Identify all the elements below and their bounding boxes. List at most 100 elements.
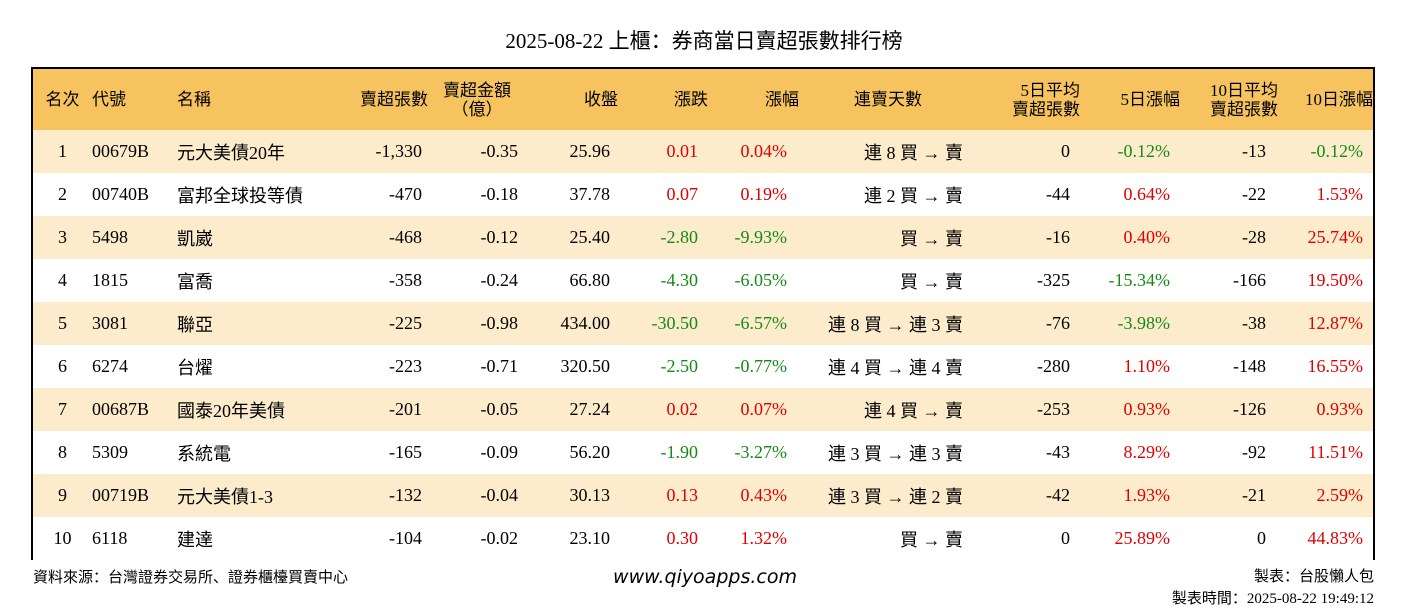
cell-avg10: -92: [1242, 442, 1266, 462]
cell-pct10: -0.12%: [1310, 141, 1364, 161]
cell-name: 凱崴: [177, 228, 213, 249]
cell-change: 0.01: [666, 141, 699, 161]
cell-rank: 10: [53, 528, 72, 548]
cell-change-pct: 1.32%: [740, 528, 788, 548]
cell-close: 56.20: [569, 442, 611, 462]
cell-rank: 3: [58, 227, 67, 247]
cell-pct5: 0.64%: [1123, 184, 1171, 204]
cell-sell-amount: -0.12: [480, 227, 519, 247]
cell-close: 27.24: [569, 399, 611, 419]
table-row: 4 1815 富喬 -358 -0.24 66.80 -4.30 -6.05% 買 → 賣 -32…: [33, 259, 1373, 302]
cell-name: 富邦全球投等債: [177, 185, 303, 206]
cell-pct5: 8.29%: [1123, 442, 1171, 462]
cell-avg5: -253: [1037, 399, 1070, 419]
cell-avg10: -166: [1233, 270, 1266, 290]
cell-change-pct: 0.04%: [740, 141, 788, 161]
cell-avg5: -76: [1046, 313, 1070, 333]
cell-sell-shares: -470: [389, 184, 422, 204]
cell-name: 台燿: [177, 357, 213, 378]
cell-sell-shares: -165: [389, 442, 422, 462]
cell-close: 25.40: [569, 227, 611, 247]
cell-streak: 連 8 買 → 連 3 賣: [828, 314, 963, 335]
cell-pct10: 12.87%: [1307, 313, 1364, 333]
table-row: 1 00679B 元大美債20年 -1,330 -0.35 25.96 0.01 0.04% 連…: [33, 130, 1373, 173]
header-change: 漲跌: [674, 90, 708, 109]
cell-streak: 連 8 買 → 賣: [864, 142, 963, 163]
cell-sell-amount: -0.04: [480, 485, 519, 505]
cell-avg10: -21: [1242, 485, 1266, 505]
cell-pct5: 0.40%: [1123, 227, 1171, 247]
table-row: 7 00687B 國泰20年美債 -201 -0.05 27.24 0.02 0.07% 連 4…: [33, 388, 1373, 431]
page-title: 2025-08-22 上櫃：券商當日賣超張數排行榜: [505, 29, 903, 53]
cell-pct10: 25.74%: [1307, 227, 1364, 247]
cell-streak: 連 3 買 → 連 3 賣: [828, 443, 963, 464]
cell-avg5: -42: [1046, 485, 1070, 505]
cell-avg10: 0: [1257, 528, 1266, 548]
cell-pct5: -0.12%: [1117, 141, 1171, 161]
cell-avg10: -38: [1242, 313, 1266, 333]
cell-sell-amount: -0.98: [480, 313, 519, 333]
website-link[interactable]: www.qiyoapps.com: [613, 566, 797, 588]
cell-sell-shares: -225: [389, 313, 422, 333]
cell-close: 66.80: [569, 270, 611, 290]
cell-code: 6274: [92, 356, 128, 376]
cell-code: 3081: [92, 313, 128, 333]
header-name: 名稱: [177, 90, 211, 109]
cell-code: 00740B: [92, 184, 150, 204]
cell-name: 系統電: [177, 443, 231, 464]
cell-sell-shares: -223: [389, 356, 422, 376]
cell-avg10: -13: [1242, 141, 1266, 161]
cell-sell-amount: -0.18: [480, 184, 519, 204]
cell-code: 5309: [92, 442, 128, 462]
cell-pct10: 1.53%: [1316, 184, 1364, 204]
cell-streak: 買 → 賣: [900, 529, 963, 550]
cell-pct5: 0.93%: [1123, 399, 1171, 419]
cell-avg10: -28: [1242, 227, 1266, 247]
table-header-row: 名次 代號 名稱 賣超張數 賣超金額 （億） 收盤 漲跌 漲幅 連賣天數 5日平均…: [33, 69, 1373, 130]
cell-rank: 4: [58, 270, 67, 290]
cell-rank: 9: [58, 485, 67, 505]
table-body: 1 00679B 元大美債20年 -1,330 -0.35 25.96 0.01 0.04% 連…: [33, 130, 1373, 560]
ranking-table: 名次 代號 名稱 賣超張數 賣超金額 （億） 收盤 漲跌 漲幅 連賣天數 5日平均…: [33, 69, 1373, 560]
cell-close: 434.00: [560, 313, 611, 333]
header-change-pct: 漲幅: [765, 90, 799, 109]
cell-pct5: 1.93%: [1123, 485, 1171, 505]
header-sell-amount: 賣超金額 （億）: [443, 80, 511, 119]
cell-change: -1.90: [660, 442, 699, 462]
cell-change-pct: 0.43%: [740, 485, 788, 505]
cell-change-pct: -9.93%: [734, 227, 788, 247]
cell-change: -4.30: [660, 270, 699, 290]
cell-sell-amount: -0.09: [480, 442, 519, 462]
cell-streak: 買 → 賣: [900, 271, 963, 292]
cell-change-pct: -6.05%: [734, 270, 788, 290]
cell-rank: 2: [58, 184, 67, 204]
cell-avg10: -126: [1233, 399, 1266, 419]
cell-change: 0.30: [666, 528, 699, 548]
cell-pct5: 1.10%: [1123, 356, 1171, 376]
cell-change-pct: -3.27%: [734, 442, 788, 462]
cell-close: 37.78: [569, 184, 611, 204]
cell-code: 6118: [92, 528, 128, 548]
cell-change: 0.13: [666, 485, 699, 505]
cell-pct10: 11.51%: [1308, 442, 1363, 462]
cell-pct10: 0.93%: [1316, 399, 1364, 419]
cell-code: 00719B: [92, 485, 150, 505]
cell-change: 0.02: [666, 399, 699, 419]
cell-code: 1815: [92, 270, 128, 290]
cell-streak: 連 3 買 → 連 2 賣: [828, 486, 963, 507]
cell-close: 320.50: [560, 356, 611, 376]
cell-pct10: 19.50%: [1307, 270, 1364, 290]
table-row: 2 00740B 富邦全球投等債 -470 -0.18 37.78 0.07 0.19% 連 2…: [33, 173, 1373, 216]
table-row: 8 5309 系統電 -165 -0.09 56.20 -1.90 -3.27% 連 3 買 →…: [33, 431, 1373, 474]
ranking-table-container: 名次 代號 名稱 賣超張數 賣超金額 （億） 收盤 漲跌 漲幅 連賣天數 5日平均…: [31, 67, 1375, 560]
cell-avg5: 0: [1061, 141, 1070, 161]
cell-change: 0.07: [666, 184, 699, 204]
cell-rank: 1: [58, 141, 67, 161]
cell-rank: 5: [58, 313, 67, 333]
cell-name: 建達: [177, 529, 213, 550]
cell-avg10: -22: [1242, 184, 1266, 204]
cell-name: 聯亞: [177, 314, 213, 335]
cell-sell-amount: -0.24: [480, 270, 519, 290]
cell-rank: 7: [58, 399, 67, 419]
cell-change-pct: -6.57%: [734, 313, 788, 333]
